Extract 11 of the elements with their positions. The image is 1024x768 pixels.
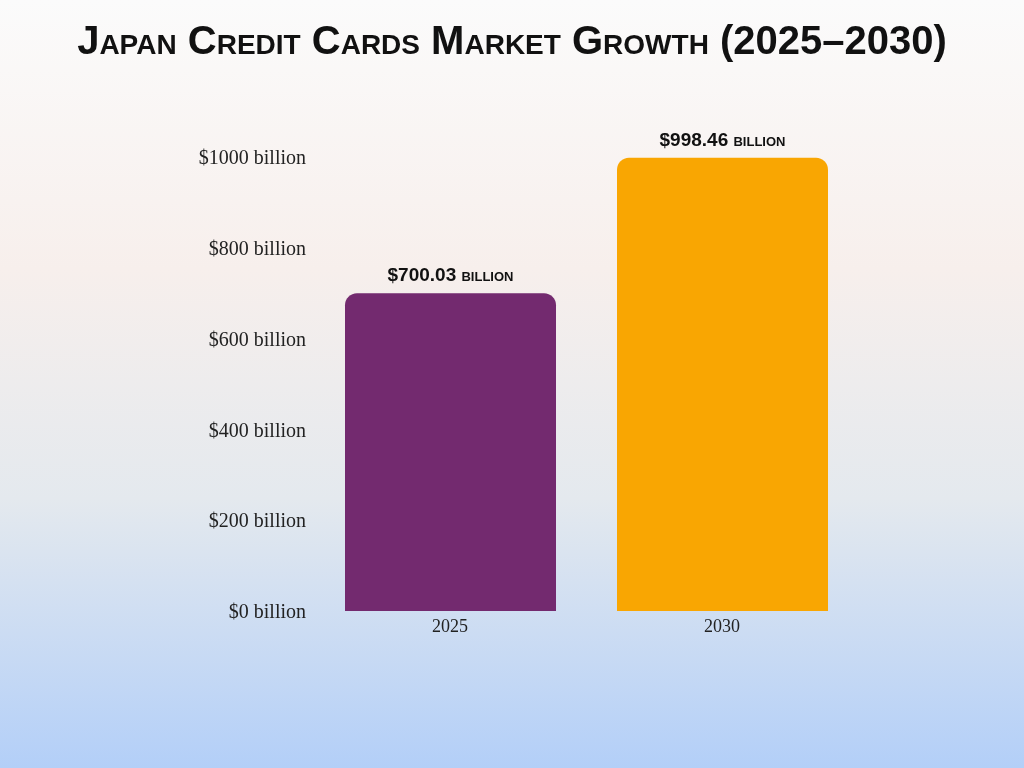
data-label: $998.46 billion [659, 128, 786, 150]
y-tick-label: $1000 billion [198, 146, 306, 169]
y-tick-label: $600 billion [208, 327, 306, 350]
y-tick-label: $400 billion [208, 418, 306, 441]
x-tick-label: 2025 [432, 615, 468, 636]
data-label: $700.03 billion [387, 264, 514, 286]
x-tick-label: 2030 [704, 615, 740, 636]
y-tick-label: $0 billion [228, 600, 306, 623]
y-tick-label: $200 billion [208, 509, 306, 532]
chart-title: Japan Credit Cards Market Growth (2025–2030) [76, 18, 948, 63]
y-tick-label: $800 billion [208, 236, 306, 259]
